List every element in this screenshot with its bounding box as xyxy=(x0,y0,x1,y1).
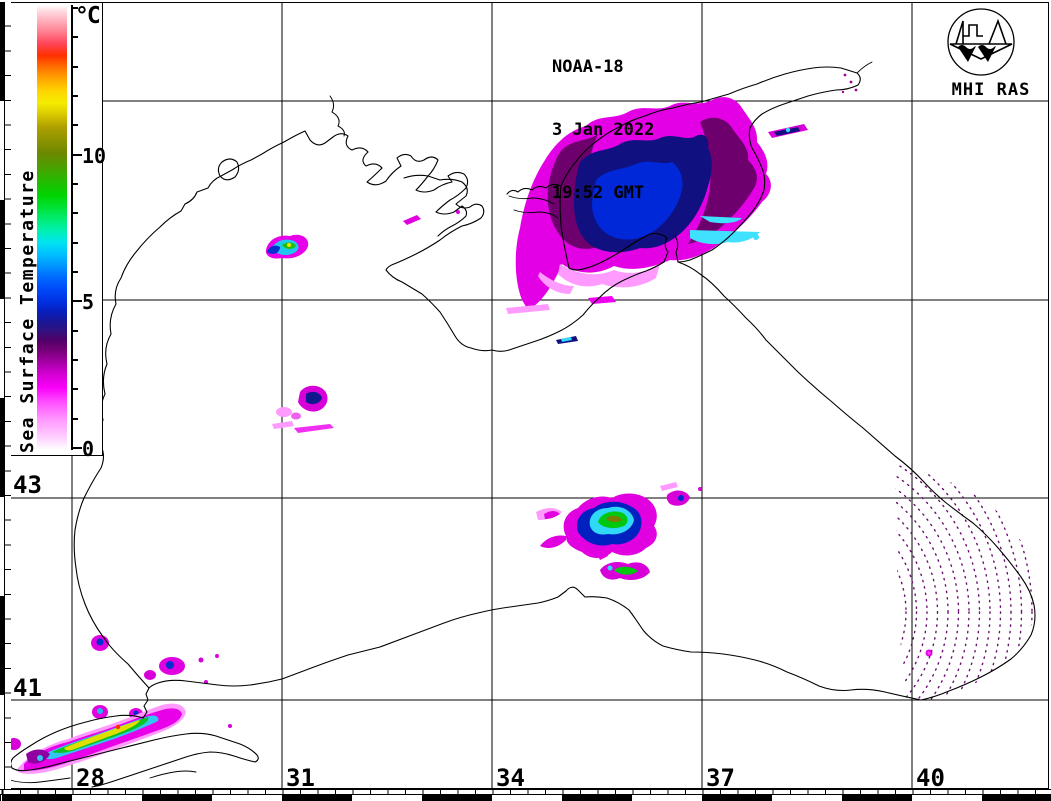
image-title-block: NOAA-18 3 Jan 2022 19:52 GMT xyxy=(552,15,654,225)
scan-edge-arc xyxy=(895,464,1033,700)
longitude-label: 37 xyxy=(706,764,735,792)
colorbar-minor-tick xyxy=(72,271,78,273)
colorbar-minor-tick xyxy=(72,7,78,9)
colorbar-minor-tick xyxy=(72,388,78,391)
scan-edge-arc xyxy=(895,464,960,700)
latitude-label: 41 xyxy=(13,674,42,702)
coast-crimea xyxy=(385,261,665,352)
acquisition-date: 3 Jan 2022 xyxy=(552,120,655,140)
left-degree-ruler xyxy=(0,2,11,789)
coastlines xyxy=(9,61,1036,788)
colorbar-minor-tick xyxy=(72,36,78,39)
longitude-label: 40 xyxy=(916,764,945,792)
colorbar-major-tick xyxy=(72,300,82,303)
scan-edge-arc xyxy=(895,464,1002,700)
sst-patches xyxy=(7,73,933,774)
colorbar-unit-label: °C xyxy=(75,3,101,29)
logo-caption: MHI RAS xyxy=(951,80,1031,100)
marmara-sst-strip xyxy=(7,703,186,774)
coast-east xyxy=(677,261,1036,701)
scan-edge-arc xyxy=(895,464,981,700)
coast-marmara-south xyxy=(9,770,197,784)
scan-edge-arc xyxy=(895,464,1012,700)
scan-edge-dotted-arcs xyxy=(895,464,1036,700)
scan-edge-arc xyxy=(895,511,907,700)
colorbar-major-tick xyxy=(72,153,82,156)
colorbar-major-tick xyxy=(72,447,82,449)
scan-edge-arc xyxy=(895,479,939,700)
coast-dnieper-loop xyxy=(217,158,240,181)
colorbar-tick-label: 10 xyxy=(82,143,107,168)
colorbar-tick-label: 5 xyxy=(82,290,95,315)
mhi-ras-emblem-icon xyxy=(947,8,1015,76)
colorbar-minor-tick xyxy=(72,65,78,68)
taganrog-dotted-specks xyxy=(841,73,858,94)
scan-edge-arc xyxy=(895,464,1023,700)
coast-marmara-north xyxy=(10,714,259,788)
bottom-ruler-fine-ticks xyxy=(0,789,1051,795)
scan-edge-arc xyxy=(895,490,928,700)
scan-edge-arc xyxy=(895,464,991,700)
bottom-degree-ruler xyxy=(0,789,1051,801)
scan-edge-arc xyxy=(895,469,949,700)
nw-shelf-sst-patch xyxy=(265,234,309,259)
longitude-label: 28 xyxy=(76,764,105,792)
dnieper-river xyxy=(329,95,345,137)
crimea-south-sst-dash xyxy=(556,336,578,344)
colorbar-minor-tick xyxy=(72,183,78,185)
colorbar-minor-tick xyxy=(72,95,78,97)
colorbar-tick-label: 0 xyxy=(82,437,95,461)
scan-edge-arc xyxy=(895,500,918,700)
coast-sivash xyxy=(508,195,559,219)
scan-edge-arc xyxy=(895,464,970,700)
acquisition-time: 19:52 GMT xyxy=(552,183,645,203)
colorbar-minor-tick xyxy=(72,241,78,244)
latitude-label: 43 xyxy=(13,471,42,499)
left-ruler-fine-ticks xyxy=(4,2,11,789)
map-frame-border xyxy=(10,2,1049,789)
colorbar-gradient xyxy=(37,5,67,450)
colorbar-minor-tick xyxy=(72,417,78,420)
don-river xyxy=(856,61,873,74)
ne-coast-sst-streak xyxy=(768,124,808,138)
colorbar-title: Sea Surface Temperature xyxy=(17,169,38,453)
bosphorus-sst-blobs xyxy=(91,635,232,728)
colorbar-minor-tick xyxy=(72,124,78,127)
colorbar-minor-tick xyxy=(72,212,78,215)
colorbar-axis-line xyxy=(71,5,73,450)
coast-karkinit xyxy=(393,174,485,265)
bottom-ruler-coarse-blocks xyxy=(0,795,1051,801)
satellite-name: NOAA-18 xyxy=(552,57,624,77)
coast-south xyxy=(148,586,922,701)
longitude-label: 34 xyxy=(496,764,525,792)
central-sst-patch xyxy=(536,482,702,580)
colorbar-panel: Sea Surface Temperature 0 5 10 °C xyxy=(11,3,106,459)
azov-sst-patch xyxy=(506,97,771,314)
colorbar-minor-tick xyxy=(72,359,78,361)
west-sst-smears xyxy=(272,385,334,433)
mhi-ras-logo: MHI RAS xyxy=(938,4,1044,100)
longitude-label: 31 xyxy=(286,764,315,792)
karkinit-sst-dash xyxy=(403,215,421,225)
colorbar-minor-tick xyxy=(72,329,78,332)
karkinit-sst-dot xyxy=(456,210,460,214)
coast-bosphorus xyxy=(142,687,150,719)
coast-azov xyxy=(506,66,861,271)
